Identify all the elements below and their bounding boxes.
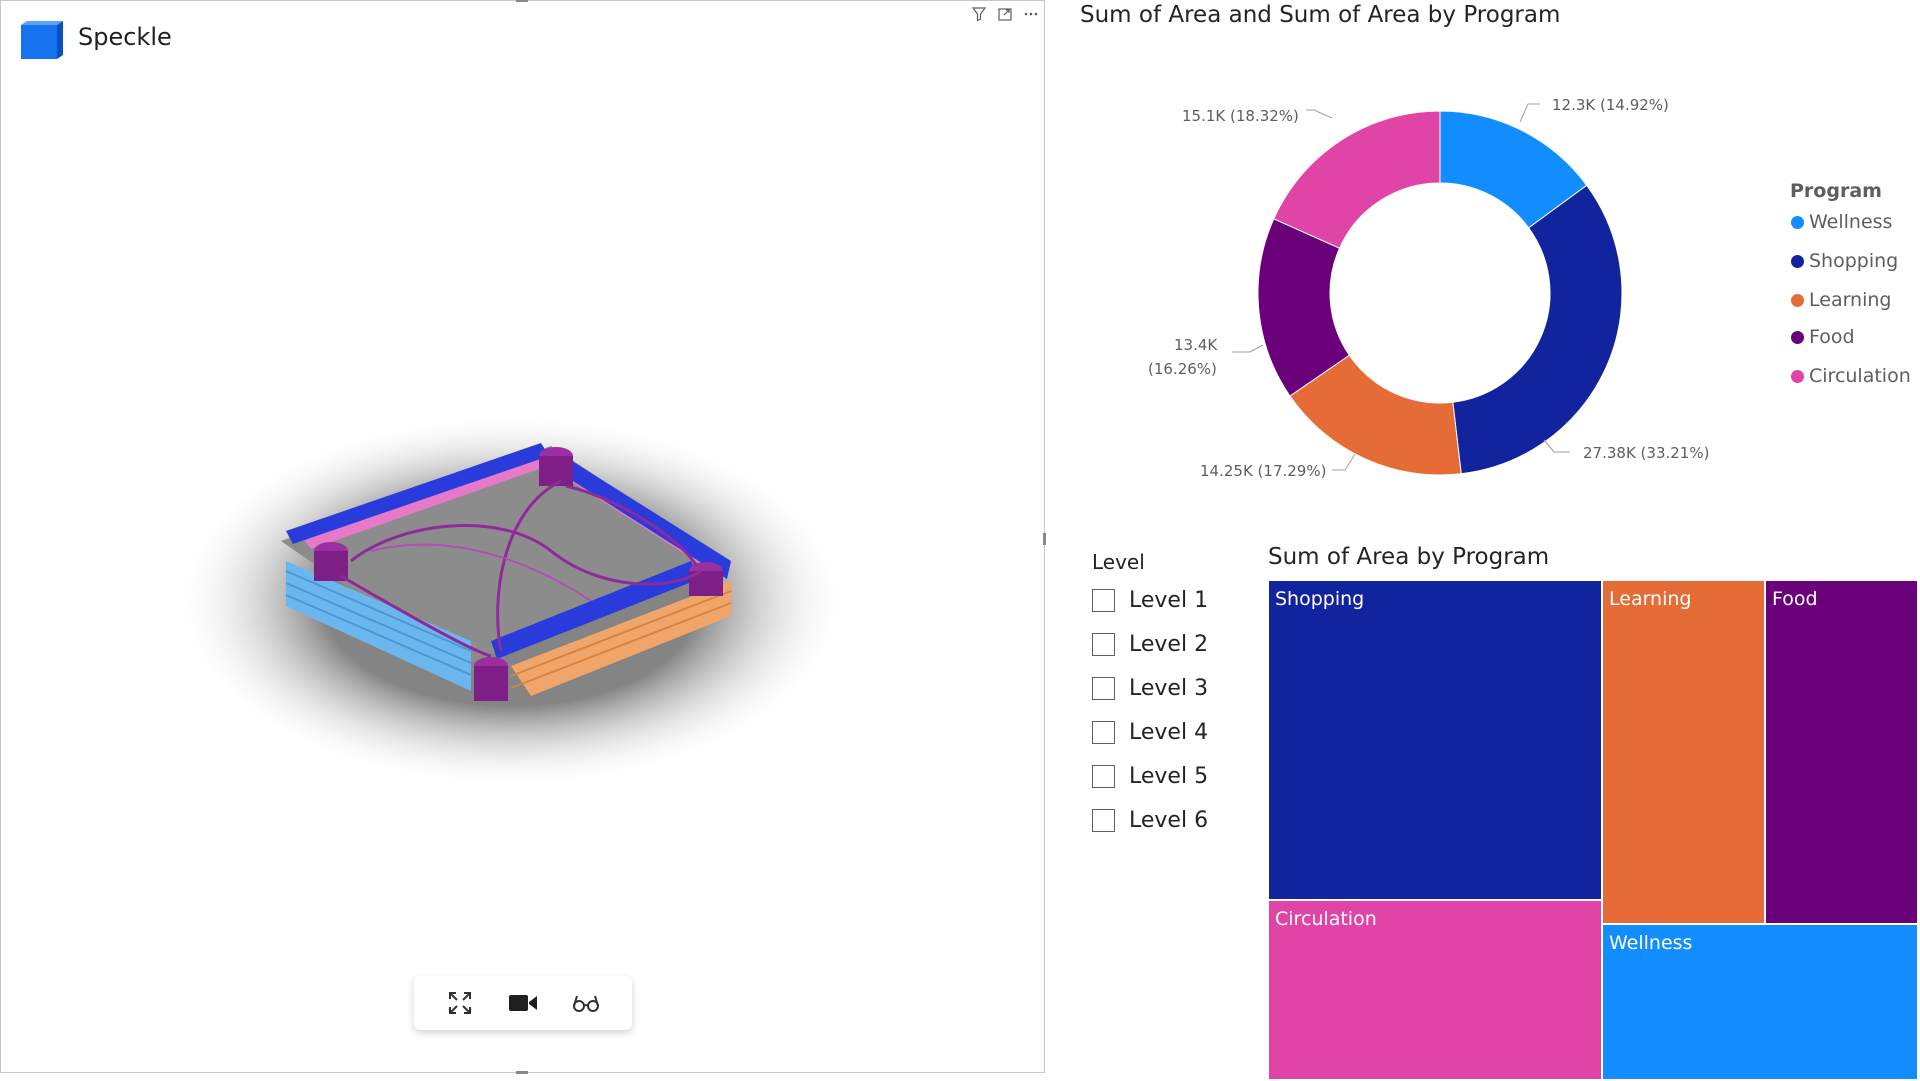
legend-dot-learning: [1791, 293, 1804, 307]
legend-label: Learning: [1809, 289, 1892, 311]
data-label-learning: 14.25K (17.29%): [1200, 462, 1326, 480]
legend-label: Shopping: [1809, 250, 1899, 272]
checkbox[interactable]: [1092, 633, 1115, 656]
tile-label: Circulation: [1275, 908, 1377, 930]
slicer-item-level-3[interactable]: Level 3: [1092, 676, 1208, 701]
legend-label: Wellness: [1809, 211, 1893, 233]
app-brand: Speckle: [78, 23, 172, 51]
glasses-icon[interactable]: [568, 985, 604, 1021]
resize-handle-top[interactable]: [516, 0, 528, 2]
donut-chart-title: Sum of Area and Sum of Area by Program: [1080, 2, 1561, 28]
donut-chart[interactable]: 12.3K (14.92%) 27.38K (33.21%) 14.25K (1…: [1110, 60, 1840, 500]
tile-label: Wellness: [1609, 932, 1693, 954]
data-label-wellness: 12.3K (14.92%): [1552, 96, 1669, 114]
camera-icon[interactable]: [505, 985, 541, 1021]
tile-label: Food: [1772, 588, 1818, 610]
leader-line-learning: [1332, 453, 1356, 471]
checkbox[interactable]: [1092, 721, 1115, 744]
leader-line-wellness: [1519, 103, 1540, 123]
slicer-item-level-5[interactable]: Level 5: [1092, 764, 1208, 789]
speckle-logo-icon: [21, 21, 63, 59]
legend-dot-shopping: [1791, 254, 1804, 268]
treemap-tile-wellness[interactable]: Wellness: [1602, 924, 1918, 1080]
legend-dot-circulation: [1791, 369, 1804, 383]
resize-handle-right[interactable]: [1043, 533, 1046, 545]
data-label-food-value: 13.4K: [1174, 336, 1218, 354]
leader-line-circulation: [1306, 109, 1333, 119]
slicer-item-label: Level 5: [1129, 764, 1209, 789]
slicer-item-label: Level 6: [1129, 808, 1209, 833]
legend-item-food[interactable]: Food: [1791, 326, 1855, 348]
legend-item-shopping[interactable]: Shopping: [1791, 250, 1898, 272]
legend-item-learning[interactable]: Learning: [1791, 289, 1892, 311]
viewer-toolbar: [414, 976, 632, 1030]
treemap-tile-food[interactable]: Food: [1765, 580, 1918, 924]
slicer-item-level-2[interactable]: Level 2: [1092, 632, 1208, 657]
slicer-item-level-1[interactable]: Level 1: [1092, 588, 1208, 613]
data-label-food-percent: (16.26%): [1148, 360, 1217, 378]
resize-handle-bottom[interactable]: [516, 1071, 528, 1074]
leader-line-shopping: [1543, 439, 1570, 453]
legend-item-wellness[interactable]: Wellness: [1791, 211, 1892, 233]
focus-mode-icon[interactable]: [995, 4, 1015, 24]
speckle-viewer-visual[interactable]: Speckle: [0, 0, 1046, 1074]
slicer-item-level-4[interactable]: Level 4: [1092, 720, 1208, 745]
treemap-title: Sum of Area by Program: [1268, 544, 1550, 570]
donut-slice-shopping[interactable]: [1452, 184, 1623, 475]
checkbox[interactable]: [1092, 809, 1115, 832]
legend-item-circulation[interactable]: Circulation: [1791, 365, 1911, 387]
slicer-item-label: Level 2: [1129, 632, 1209, 657]
legend-title: Program: [1790, 180, 1882, 202]
legend-label: Circulation: [1809, 365, 1911, 387]
slicer-item-level-6[interactable]: Level 6: [1092, 808, 1208, 833]
leader-line-food: [1232, 344, 1264, 353]
slicer-item-label: Level 3: [1129, 676, 1209, 701]
3d-model-view[interactable]: [171, 401, 891, 821]
donut-slice-circulation[interactable]: [1273, 110, 1441, 249]
treemap-tile-circulation[interactable]: Circulation: [1268, 900, 1602, 1080]
filter-icon[interactable]: [969, 4, 989, 24]
data-label-shopping: 27.38K (33.21%): [1583, 444, 1709, 462]
slicer-title: Level: [1092, 550, 1145, 574]
legend-dot-food: [1791, 330, 1804, 344]
tile-label: Shopping: [1275, 588, 1365, 610]
treemap-chart: Shopping Learning Food Circulation Welln…: [1268, 580, 1918, 1080]
data-label-circulation: 15.1K (18.32%): [1182, 107, 1299, 125]
checkbox[interactable]: [1092, 677, 1115, 700]
slicer-item-label: Level 4: [1129, 720, 1209, 745]
slicer-item-label: Level 1: [1129, 588, 1209, 613]
checkbox[interactable]: [1092, 765, 1115, 788]
treemap-tile-learning[interactable]: Learning: [1602, 580, 1765, 924]
checkbox[interactable]: [1092, 589, 1115, 612]
tile-label: Learning: [1609, 588, 1692, 610]
expand-icon[interactable]: [442, 985, 478, 1021]
legend-dot-wellness: [1791, 215, 1804, 229]
more-options-icon[interactable]: [1021, 4, 1041, 24]
legend-label: Food: [1809, 326, 1855, 348]
treemap-tile-shopping[interactable]: Shopping: [1268, 580, 1602, 900]
